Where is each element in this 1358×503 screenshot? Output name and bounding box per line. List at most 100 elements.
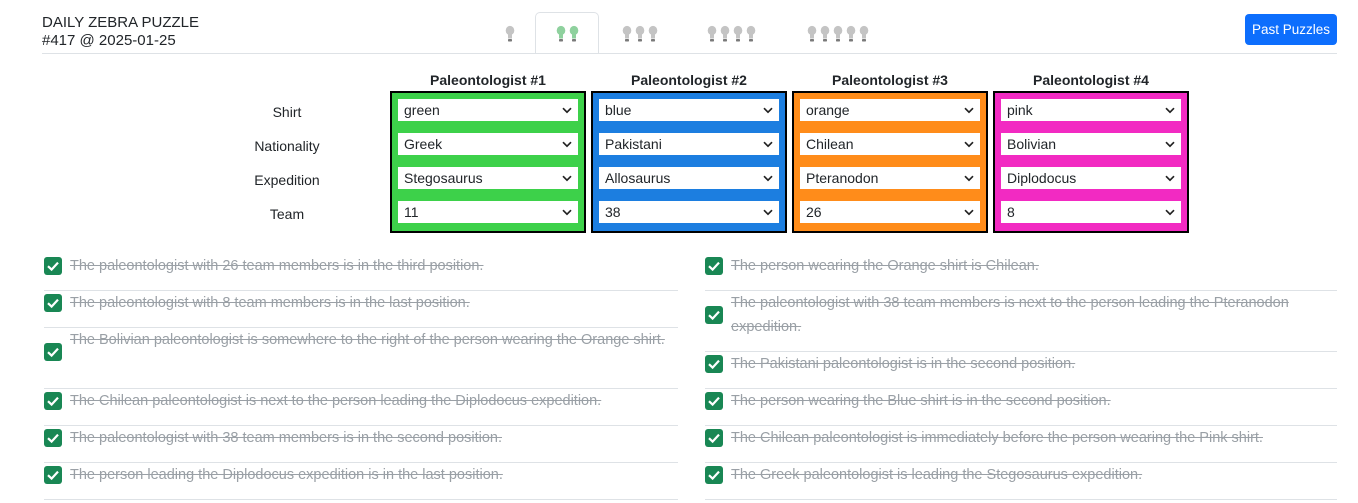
- select-value: blue: [605, 102, 632, 118]
- column-header-3: Paleontologist #3: [832, 72, 948, 88]
- clue-text: The paleontologist with 38 team members …: [731, 295, 1289, 335]
- select-shirt-2[interactable]: blue: [595, 95, 783, 125]
- select-value: Bolivian: [1007, 136, 1057, 152]
- lightbulb-icon: [733, 25, 743, 42]
- select-value: Greek: [404, 136, 443, 152]
- tab-difficulty-2[interactable]: [535, 12, 599, 54]
- past-puzzles-button[interactable]: Past Puzzles: [1245, 14, 1337, 45]
- lightbulb-icon: [556, 25, 566, 42]
- lightbulb-icon: [622, 25, 632, 42]
- paleontologist-column-1: green Greek Stegosaurus 11: [390, 91, 586, 233]
- clue-right-1[interactable]: The person wearing the Orange shirt is C…: [705, 254, 1337, 291]
- lightbulb-icon: [820, 25, 830, 42]
- page-title: DAILY ZEBRA PUZZLE: [42, 14, 199, 31]
- select-value: 38: [605, 204, 621, 220]
- chevron-down-icon: [763, 209, 773, 216]
- select-team-2[interactable]: 38: [595, 197, 783, 227]
- paleontologist-column-2: blue Pakistani Allosaurus 38: [591, 91, 787, 233]
- tab-difficulty-4[interactable]: [691, 12, 771, 54]
- select-expedition-2[interactable]: Allosaurus: [595, 163, 783, 193]
- chevron-down-icon: [1165, 175, 1175, 182]
- clue-text: The Pakistani paleontologist is in the s…: [731, 356, 1076, 372]
- lightbulb-icon: [746, 25, 756, 42]
- checkbox-checked-icon[interactable]: [44, 257, 62, 275]
- clue-left-3[interactable]: The Bolivian paleontologist is somewhere…: [44, 328, 678, 389]
- select-expedition-1[interactable]: Stegosaurus: [394, 163, 582, 193]
- select-team-3[interactable]: 26: [796, 197, 984, 227]
- chevron-down-icon: [562, 175, 572, 182]
- chevron-down-icon: [1165, 107, 1175, 114]
- lightbulb-icon: [707, 25, 717, 42]
- checkbox-checked-icon[interactable]: [44, 429, 62, 447]
- chevron-down-icon: [964, 209, 974, 216]
- column-header-1: Paleontologist #1: [430, 72, 546, 88]
- checkbox-checked-icon[interactable]: [705, 466, 723, 484]
- puzzle-id: #417 @ 2025-01-25: [42, 32, 176, 49]
- select-value: 11: [404, 204, 419, 220]
- clue-text: The paleontologist with 26 team members …: [70, 258, 484, 274]
- paleontologist-column-4: pink Bolivian Diplodocus 8: [993, 91, 1189, 233]
- clue-right-6[interactable]: The Greek paleontologist is leading the …: [705, 463, 1337, 500]
- clue-right-2[interactable]: The paleontologist with 38 team members …: [705, 291, 1337, 352]
- clue-text: The Chilean paleontologist is next to th…: [70, 393, 602, 409]
- tab-difficulty-1[interactable]: [495, 12, 525, 54]
- select-team-1[interactable]: 11: [394, 197, 582, 227]
- checkbox-checked-icon[interactable]: [44, 466, 62, 484]
- clue-text: The person wearing the Blue shirt is in …: [731, 393, 1111, 409]
- chevron-down-icon: [763, 175, 773, 182]
- tab-difficulty-5[interactable]: [789, 12, 887, 54]
- chevron-down-icon: [1165, 141, 1175, 148]
- clue-text: The paleontologist with 8 team members i…: [70, 295, 470, 311]
- clue-text: The paleontologist with 38 team members …: [70, 430, 503, 446]
- select-nationality-1[interactable]: Greek: [394, 129, 582, 159]
- checkbox-checked-icon[interactable]: [44, 294, 62, 312]
- row-label-shirt: Shirt: [272, 104, 302, 120]
- select-value: Chilean: [806, 136, 854, 152]
- clue-text: The Chilean paleontologist is immediatel…: [731, 430, 1263, 446]
- clue-text: The Bolivian paleontologist is somewhere…: [70, 332, 665, 348]
- select-nationality-2[interactable]: Pakistani: [595, 129, 783, 159]
- clue-right-5[interactable]: The Chilean paleontologist is immediatel…: [705, 426, 1337, 463]
- header: DAILY ZEBRA PUZZLE #417 @ 2025-01-25 Pas…: [0, 0, 1358, 54]
- chevron-down-icon: [964, 141, 974, 148]
- chevron-down-icon: [763, 141, 773, 148]
- lightbulb-icon: [859, 25, 869, 42]
- checkbox-checked-icon[interactable]: [44, 392, 62, 410]
- row-label-team: Team: [269, 206, 305, 222]
- clue-left-4[interactable]: The Chilean paleontologist is next to th…: [44, 389, 678, 426]
- column-header-2: Paleontologist #2: [631, 72, 747, 88]
- clue-text: The person wearing the Orange shirt is C…: [731, 258, 1039, 274]
- checkbox-checked-icon[interactable]: [705, 355, 723, 373]
- select-shirt-1[interactable]: green: [394, 95, 582, 125]
- select-shirt-3[interactable]: orange: [796, 95, 984, 125]
- select-nationality-3[interactable]: Chilean: [796, 129, 984, 159]
- checkbox-checked-icon[interactable]: [705, 429, 723, 447]
- select-shirt-4[interactable]: pink: [997, 95, 1185, 125]
- select-expedition-3[interactable]: Pteranodon: [796, 163, 984, 193]
- clue-right-3[interactable]: The Pakistani paleontologist is in the s…: [705, 352, 1337, 389]
- lightbulb-icon: [635, 25, 645, 42]
- chevron-down-icon: [562, 209, 572, 216]
- chevron-down-icon: [964, 175, 974, 182]
- select-nationality-4[interactable]: Bolivian: [997, 129, 1185, 159]
- select-expedition-4[interactable]: Diplodocus: [997, 163, 1185, 193]
- clue-left-6[interactable]: The person leading the Diplodocus expedi…: [44, 463, 678, 500]
- select-value: 8: [1007, 204, 1015, 220]
- select-value: Pakistani: [605, 136, 662, 152]
- checkbox-checked-icon[interactable]: [705, 392, 723, 410]
- select-value: Diplodocus: [1007, 170, 1077, 186]
- title-block: DAILY ZEBRA PUZZLE #417 @ 2025-01-25: [42, 14, 199, 50]
- row-label-expedition: Expedition: [254, 172, 320, 188]
- lightbulb-icon: [807, 25, 817, 42]
- clue-left-1[interactable]: The paleontologist with 26 team members …: [44, 254, 678, 291]
- checkbox-checked-icon[interactable]: [705, 257, 723, 275]
- clue-left-2[interactable]: The paleontologist with 8 team members i…: [44, 291, 678, 328]
- lightbulb-icon: [569, 25, 579, 42]
- checkbox-checked-icon[interactable]: [705, 306, 723, 324]
- clue-right-4[interactable]: The person wearing the Blue shirt is in …: [705, 389, 1337, 426]
- checkbox-checked-icon[interactable]: [44, 343, 62, 361]
- lightbulb-icon: [505, 25, 515, 42]
- clue-left-5[interactable]: The paleontologist with 38 team members …: [44, 426, 678, 463]
- select-team-4[interactable]: 8: [997, 197, 1185, 227]
- tab-difficulty-3[interactable]: [609, 12, 671, 54]
